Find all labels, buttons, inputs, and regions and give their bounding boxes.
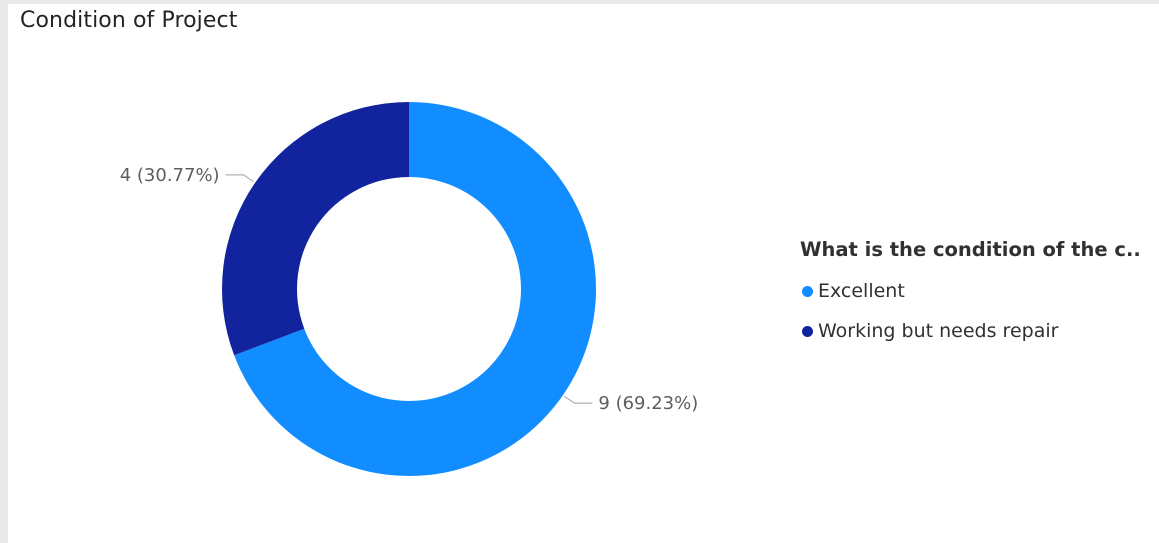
slice-excellent[interactable] (234, 102, 596, 476)
chart-panel: Condition of Project 9 (69.23%) 4 (30.77%… (8, 4, 1159, 543)
legend-label-working-but-needs-repair: Working but needs repair (818, 320, 1059, 342)
donut-chart: 9 (69.23%) 4 (30.77%) (120, 102, 698, 476)
legend: What is the condition of the c.. Excelle… (800, 238, 1141, 351)
legend-dot-excellent (802, 285, 813, 297)
legend-label-excellent: Excellent (818, 280, 905, 302)
legend-dot-working-but-needs-repair (802, 325, 813, 337)
leader-line-working-but-needs-repair (225, 174, 254, 183)
chart-title: Condition of Project (20, 8, 238, 33)
slice-working-but-needs-repair[interactable] (222, 102, 409, 356)
data-label-working-but-needs-repair: 4 (30.77%) (120, 165, 220, 186)
legend-title: What is the condition of the c.. (800, 238, 1141, 261)
leader-line-excellent (564, 395, 593, 404)
data-label-excellent: 9 (69.23%) (598, 393, 698, 414)
legend-item-excellent[interactable]: Excellent (800, 271, 1141, 311)
legend-item-working-but-needs-repair[interactable]: Working but needs repair (800, 311, 1141, 351)
